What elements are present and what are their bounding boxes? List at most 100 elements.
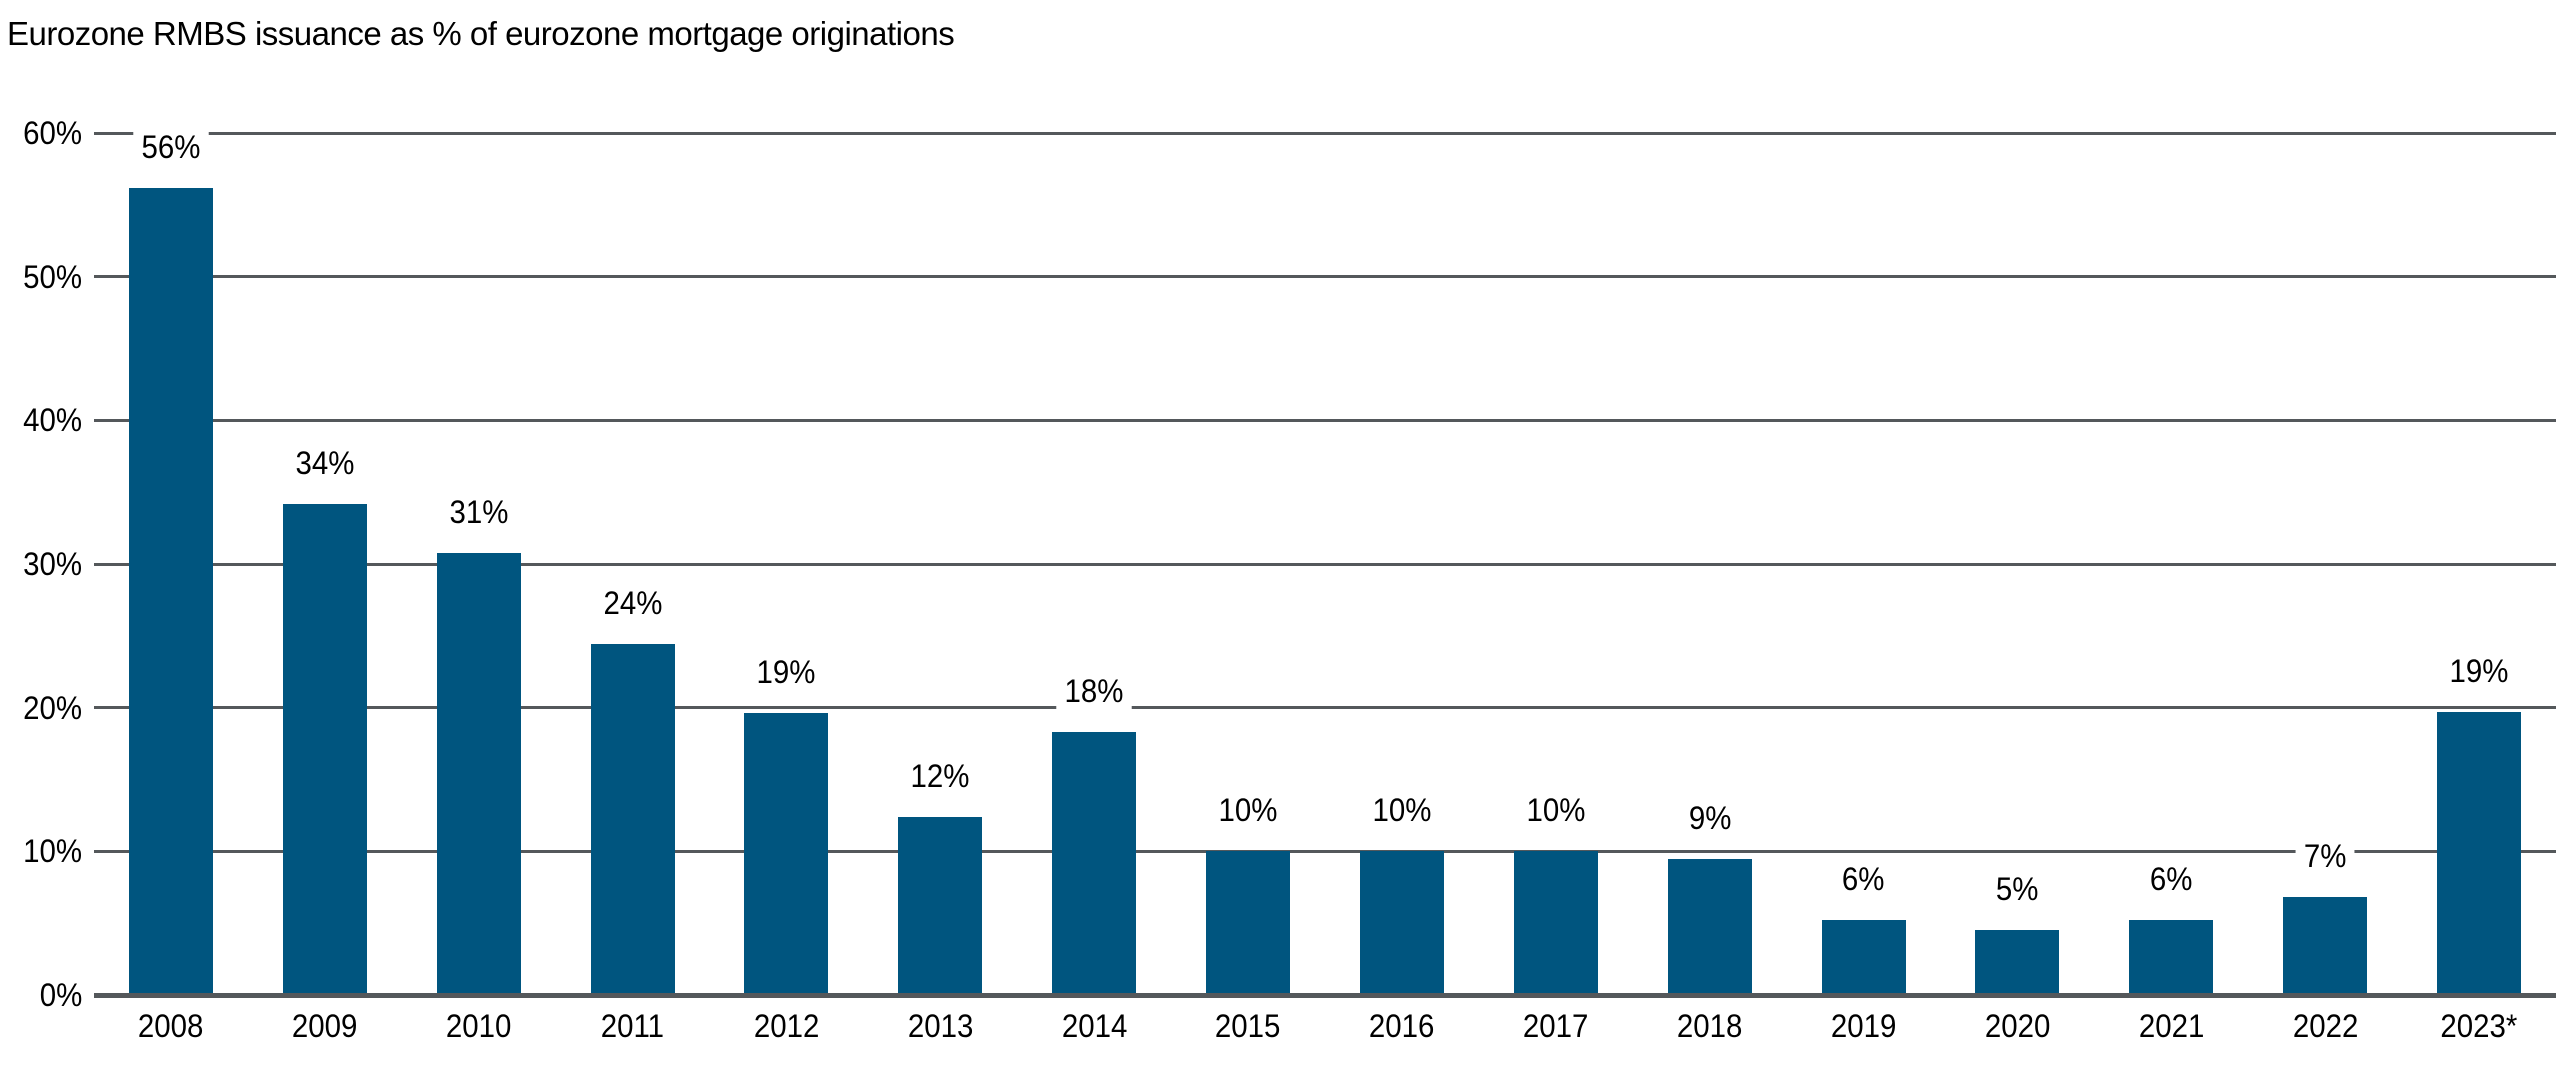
x-axis-label-2017: 2017 xyxy=(1479,1004,1633,1048)
bar-2010 xyxy=(436,552,521,995)
bar-2016 xyxy=(1359,851,1444,995)
bar-value-text: 6% xyxy=(1834,858,1894,901)
x-axis-label-2009: 2009 xyxy=(248,1004,402,1048)
y-axis-tick-label-60: 60% xyxy=(0,112,82,154)
x-axis-label-text: 2011 xyxy=(600,1008,665,1044)
bar-2015 xyxy=(1206,851,1291,995)
x-axis-label-2019: 2019 xyxy=(1787,1004,1941,1048)
bar-value-label-2019: 6% xyxy=(1747,858,1981,901)
bar-value-text: 31% xyxy=(440,490,517,533)
x-axis-label-text: 2013 xyxy=(907,1008,974,1044)
y-axis-tick-text: 30% xyxy=(23,546,82,582)
x-axis-label-text: 2018 xyxy=(1676,1008,1743,1044)
y-axis-tick-text: 50% xyxy=(23,258,82,295)
x-axis-label-2020: 2020 xyxy=(1941,1004,2095,1048)
bar-group-2012: 19% xyxy=(710,133,864,995)
bar-value-text: 19% xyxy=(2441,649,2517,692)
y-axis-tick-label-0: 0% xyxy=(0,974,82,1016)
x-axis-label-2021: 2021 xyxy=(2094,1004,2248,1048)
y-axis-tick-label-40: 40% xyxy=(0,399,82,441)
bar-2021 xyxy=(2129,920,2214,995)
bar-value-label-2020: 5% xyxy=(1901,868,2135,911)
x-axis-label-text: 2021 xyxy=(2138,1008,2205,1044)
bar-value-label-2023: 19% xyxy=(2362,649,2560,692)
bar-value-text: 10% xyxy=(1210,789,1286,832)
x-axis-label-text: 2017 xyxy=(1523,1008,1589,1044)
bar-group-2020: 5% xyxy=(1941,133,2095,995)
y-axis-tick-label-20: 20% xyxy=(0,687,82,729)
chart-title: Eurozone RMBS issuance as % of eurozone … xyxy=(7,15,955,52)
bar-2020 xyxy=(1975,930,2060,995)
x-axis-label-2010: 2010 xyxy=(402,1004,556,1048)
bar-value-label-2013: 12% xyxy=(823,754,1057,797)
bar-group-2023: 19% xyxy=(2402,133,2556,995)
y-axis-tick-text: 0% xyxy=(39,977,82,1013)
x-axis-label-text: 2023* xyxy=(2440,1008,2518,1044)
bar-value-label-2021: 6% xyxy=(2054,858,2288,901)
y-axis-tick-text: 60% xyxy=(23,115,82,151)
bar-group-2019: 6% xyxy=(1787,133,1941,995)
bar-group-2009: 34% xyxy=(248,133,402,995)
bar-value-label-2012: 19% xyxy=(670,651,904,694)
bar-value-label-2011: 24% xyxy=(516,582,750,625)
x-axis-label-text: 2008 xyxy=(138,1008,204,1044)
bar-group-2011: 24% xyxy=(556,133,710,995)
bar-value-text: 10% xyxy=(1364,789,1440,832)
bar-value-label-2018: 9% xyxy=(1593,796,1827,839)
x-axis-line xyxy=(94,993,2556,998)
bar-value-label-2009: 34% xyxy=(208,441,442,484)
bar-group-2016: 10% xyxy=(1325,133,1479,995)
x-axis-label-2016: 2016 xyxy=(1325,1004,1479,1048)
bar-2022 xyxy=(2283,897,2368,995)
gridline-60 xyxy=(94,131,2556,135)
y-axis-tick-text: 20% xyxy=(23,689,82,726)
x-axis-label-2023: 2023* xyxy=(2402,1004,2556,1048)
bar-value-label-2016: 10% xyxy=(1285,789,1519,832)
bar-group-2010: 31% xyxy=(402,133,556,995)
bar-2017 xyxy=(1513,851,1598,995)
bar-value-text: 9% xyxy=(1680,796,1740,839)
bar-value-label-2015: 10% xyxy=(1131,789,1365,832)
bar-value-text: 7% xyxy=(2295,835,2355,878)
bar-2011 xyxy=(590,644,675,995)
y-axis-tick-label-10: 10% xyxy=(0,830,82,872)
bar-group-2017: 10% xyxy=(1479,133,1633,995)
x-axis-label-2008: 2008 xyxy=(94,1004,248,1048)
x-axis-label-2018: 2018 xyxy=(1633,1004,1787,1048)
x-axis-label-2022: 2022 xyxy=(2248,1004,2402,1048)
y-axis-tick-label-50: 50% xyxy=(0,256,82,298)
bar-2009 xyxy=(282,503,367,995)
bar-value-label-2014: 18% xyxy=(977,670,1211,713)
gridline-30 xyxy=(94,562,2556,566)
bar-group-2015: 10% xyxy=(1171,133,1325,995)
bar-2008 xyxy=(128,187,213,995)
bar-value-text: 24% xyxy=(594,582,671,625)
y-axis-tick-label-30: 30% xyxy=(0,543,82,585)
bar-2019 xyxy=(1821,920,1906,995)
bar-value-label-2010: 31% xyxy=(362,490,596,533)
bar-group-2008: 56% xyxy=(94,125,248,995)
bar-value-text: 5% xyxy=(1987,868,2047,911)
bar-group-2022: 7% xyxy=(2248,133,2402,995)
bar-value-label-2008: 56% xyxy=(54,125,288,168)
bar-value-label-2017: 10% xyxy=(1439,789,1673,832)
y-axis-tick-text: 40% xyxy=(23,402,82,439)
x-axis-label-text: 2022 xyxy=(2292,1008,2358,1044)
bar-2018 xyxy=(1667,858,1752,995)
bar-2014 xyxy=(1052,732,1137,995)
x-axis-label-2013: 2013 xyxy=(863,1004,1017,1048)
bar-value-label-2022: 7% xyxy=(2208,835,2442,878)
x-axis-label-text: 2020 xyxy=(1984,1008,2051,1044)
gridline-50 xyxy=(94,275,2556,279)
x-axis-label-2014: 2014 xyxy=(1017,1004,1171,1048)
bar-value-text: 6% xyxy=(2141,858,2201,901)
gridline-10 xyxy=(94,849,2556,853)
bar-group-2013: 12% xyxy=(863,133,1017,995)
x-axis-label-text: 2019 xyxy=(1830,1008,1897,1044)
bar-value-text: 10% xyxy=(1518,789,1594,832)
bar-group-2018: 9% xyxy=(1633,133,1787,995)
x-axis-label-text: 2009 xyxy=(292,1008,358,1044)
bar-value-text: 56% xyxy=(133,125,209,168)
plot-area: 56% 2008 34% 2009 31% 2010 24% 2011 19% 2012 12% 20… xyxy=(94,125,2556,1044)
